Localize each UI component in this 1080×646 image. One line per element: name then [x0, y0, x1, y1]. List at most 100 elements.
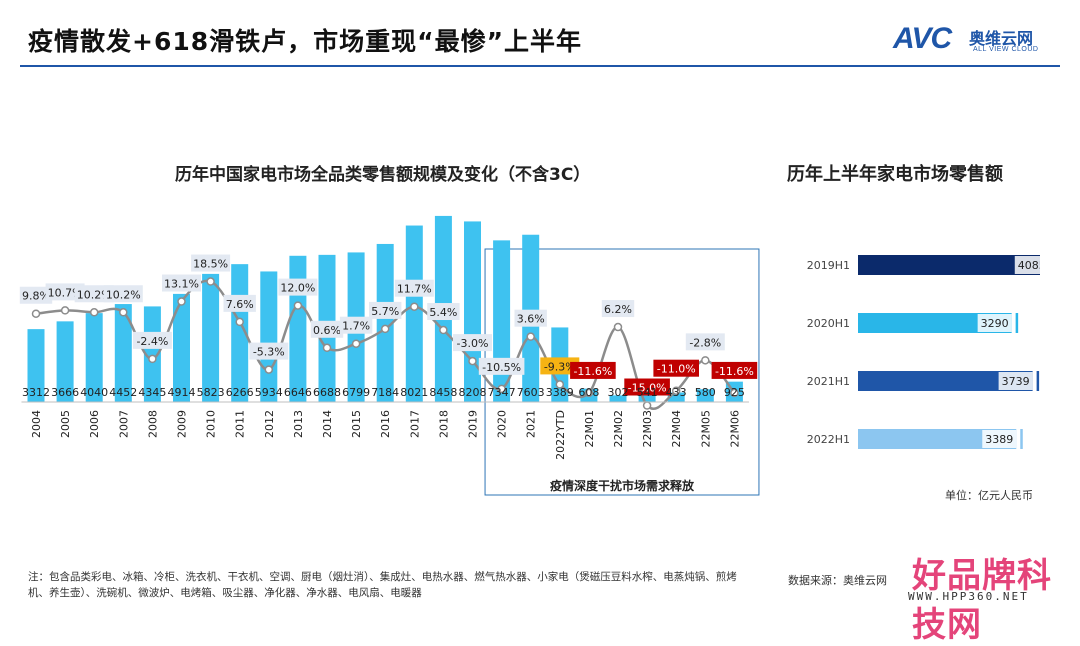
growth-rate-point: [526, 332, 535, 341]
h1-category-label: 2020H1: [807, 317, 850, 330]
bar-value-label: 6266: [226, 386, 254, 399]
bar-value-label: 6799: [342, 386, 370, 399]
h1-value-label-box: [998, 372, 1033, 390]
bar-value-label: 3389: [546, 386, 574, 399]
x-tick-label: 2009: [176, 410, 189, 438]
h1-value-label: 3290: [981, 317, 1009, 330]
bar-value-label: 4345: [138, 386, 166, 399]
sales-bar: [202, 273, 220, 402]
bar-value-label: 541: [637, 386, 658, 399]
x-tick-label: 2010: [205, 410, 218, 438]
sales-bar: [376, 243, 394, 402]
h1-sales-bar: [858, 313, 1012, 333]
h1-value-label: 4085: [1018, 259, 1040, 272]
growth-label: 5.7%: [371, 305, 399, 318]
h1-value-label: 3739: [1002, 375, 1030, 388]
growth-label-box: [624, 378, 670, 396]
growth-rate-point: [89, 308, 99, 317]
x-tick-label: 2016: [379, 410, 392, 438]
x-tick-label: 22M04: [670, 410, 683, 448]
h1-sales-bar: [858, 255, 1040, 275]
growth-label-box: [249, 342, 289, 360]
x-tick-label: 22M01: [583, 410, 596, 448]
h1-bar-end-marker: [1036, 371, 1040, 391]
growth-label-box: [310, 320, 344, 338]
growth-rate-point: [235, 317, 244, 327]
unit-label: 单位：亿元人民币: [945, 489, 1033, 502]
h1-category-label: 2021H1: [807, 375, 850, 388]
page-title: 疫情散发+618滑铁卢，市场重现“最惨”上半年: [28, 27, 582, 56]
growth-rate-point: [148, 354, 157, 364]
growth-label: 9.8%: [22, 290, 50, 303]
bar-value-label: 7603: [517, 386, 545, 399]
header-divider: [20, 65, 1060, 67]
bar-value-label: 8021: [400, 386, 428, 399]
h1-sales-bar: [858, 429, 1017, 449]
pandemic-annotation: 疫情深度干扰市场需求释放: [550, 478, 695, 493]
x-tick-label: 2008: [146, 410, 159, 438]
sales-bar: [173, 293, 190, 402]
bar-value-label: 6646: [284, 386, 312, 399]
x-tick-label: 2015: [350, 410, 363, 438]
h1-value-label-box: [977, 314, 1012, 332]
growth-label-box: [685, 333, 725, 351]
x-tick-label: 2011: [234, 410, 247, 438]
h1-value-label-box: [1014, 256, 1040, 274]
x-tick-label: 22M05: [699, 410, 712, 448]
bar-value-label: 8208: [459, 386, 487, 399]
growth-label-box: [339, 316, 373, 334]
sales-bar: [405, 225, 423, 402]
growth-label: 1.7%: [342, 320, 370, 333]
growth-rate-point: [497, 384, 506, 394]
growth-label: -9.3%: [544, 360, 576, 373]
sales-bar: [667, 392, 685, 402]
x-tick-label: 22M06: [728, 410, 741, 448]
growth-rate-point: [264, 365, 274, 374]
bar-value-label: 5823: [197, 386, 225, 399]
growth-rate-point: [31, 309, 41, 318]
h1-value-label-box: [982, 430, 1017, 448]
growth-rate-point: [584, 388, 594, 398]
h1-category-label: 2022H1: [807, 433, 850, 446]
growth-label-box: [223, 294, 256, 312]
bar-value-label: 4040: [80, 386, 108, 399]
growth-label: 7.6%: [226, 298, 254, 311]
growth-label-box: [711, 361, 758, 379]
bar-value-label: 5934: [255, 386, 283, 399]
growth-label-box: [19, 286, 53, 304]
growth-label-box: [191, 254, 231, 272]
sales-bar: [289, 255, 307, 402]
sales-bar: [493, 240, 511, 402]
x-tick-label: 2012: [263, 410, 276, 438]
retail-sales-chart: 疫情深度干扰市场需求释放 9.8%10.7%10.2%10.2%-2.4%13.…: [19, 215, 760, 496]
growth-label: 6.2%: [604, 303, 632, 316]
growth-rate-point: [642, 401, 652, 410]
growth-label-box: [278, 278, 318, 296]
growth-label-box: [427, 303, 460, 321]
bar-value-label: 4914: [168, 386, 196, 399]
growth-label-box: [653, 359, 699, 377]
h1-sales-chart: 2019H1 4085 2020H1 3290 2021H1 3739 2022H1 3389: [807, 255, 1040, 449]
growth-rate-point: [351, 339, 361, 348]
sales-bar: [696, 389, 714, 402]
x-tick-label: 22M02: [612, 410, 625, 448]
growth-rate-point: [730, 388, 739, 398]
growth-label-box: [369, 301, 402, 319]
growth-label-box: [570, 361, 616, 379]
bar-value-label: 4452: [109, 386, 137, 399]
growth-label: -11.0%: [657, 363, 696, 376]
growth-rate-point: [439, 325, 448, 335]
growth-label-box: [514, 309, 547, 327]
x-tick-label: 2022YTD: [554, 410, 567, 460]
growth-label: 0.6%: [313, 324, 341, 337]
x-tick-label: 2006: [88, 410, 101, 438]
growth-label: -2.8%: [689, 336, 721, 349]
growth-rate-point: [555, 380, 565, 389]
sales-bar: [260, 271, 278, 402]
growth-label: 10.7%: [48, 286, 83, 299]
growth-label-box: [601, 300, 635, 318]
growth-label: 12.0%: [280, 282, 315, 295]
bar-value-label: 580: [695, 386, 716, 399]
sales-bar: [609, 395, 627, 402]
sales-bar: [143, 306, 161, 402]
